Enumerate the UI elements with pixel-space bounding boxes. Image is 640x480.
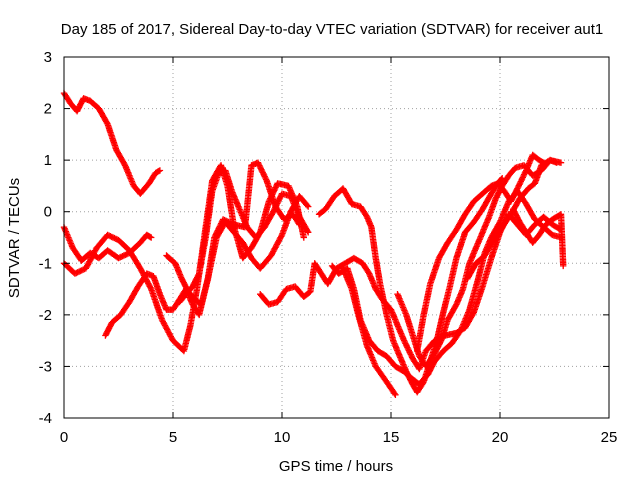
data-point: [257, 165, 264, 172]
data-point: [275, 238, 282, 245]
data-point: [215, 224, 223, 231]
y-tick-label: 1: [44, 152, 52, 169]
data-point: [255, 160, 262, 168]
y-tick-label: -3: [39, 358, 52, 375]
data-point: [195, 271, 202, 279]
y-tick-label: 2: [44, 101, 52, 118]
data-point: [304, 227, 311, 235]
x-axis-label: GPS time / hours: [279, 458, 393, 475]
data-point: [211, 234, 218, 241]
data-point: [364, 344, 371, 351]
data-point: [300, 234, 307, 241]
data-point: [261, 173, 268, 180]
data-point: [520, 171, 528, 178]
y-axis-label: SDTVAR / TECUs: [6, 178, 23, 298]
x-tick-label: 20: [492, 429, 509, 446]
data-point: [514, 185, 521, 192]
y-tick-label: -4: [39, 410, 52, 427]
plot-frame: [63, 56, 610, 419]
data-point: [402, 341, 410, 348]
data-point: [272, 184, 279, 191]
data-point: [216, 223, 223, 230]
data-point: [148, 234, 155, 241]
data-point: [519, 174, 526, 181]
y-tick-label: -1: [39, 255, 52, 272]
data-point: [270, 208, 277, 215]
data-point: [147, 284, 154, 291]
data-point: [560, 262, 567, 270]
x-tick-label: 5: [169, 429, 177, 446]
y-tick-label: 0: [44, 204, 52, 221]
series-track-13: [509, 205, 567, 270]
data-point: [516, 179, 524, 187]
data-point: [305, 229, 312, 236]
series-track-14: [176, 167, 312, 306]
data-point: [254, 159, 262, 166]
series-track-7: [315, 175, 506, 396]
series-track-12: [464, 156, 560, 282]
series-track-1: [60, 89, 164, 197]
data-point: [84, 262, 91, 269]
data-point: [465, 309, 472, 316]
data-point: [260, 170, 267, 177]
x-tick-label: 0: [60, 429, 68, 446]
chart-title: Day 185 of 2017, Sidereal Day-to-day VTE…: [61, 21, 603, 38]
data-point: [273, 201, 280, 208]
data-point: [217, 220, 225, 227]
y-tick-label: 3: [44, 49, 52, 66]
data-point: [404, 345, 412, 353]
data-point: [514, 183, 522, 191]
data-point: [161, 320, 168, 328]
data-point: [304, 202, 311, 209]
data-point: [553, 159, 560, 166]
data-point: [469, 310, 477, 317]
grid: [64, 57, 609, 418]
data-point: [517, 178, 524, 185]
data-point: [400, 337, 408, 344]
data-point: [276, 196, 283, 203]
data-point: [127, 175, 134, 182]
x-tick-label: 25: [601, 429, 618, 446]
series-track-11: [414, 151, 547, 355]
data-point: [275, 197, 282, 204]
data-point: [121, 160, 128, 168]
data-marks: [60, 89, 567, 398]
data-point: [366, 350, 374, 357]
data-point: [391, 390, 398, 397]
data-point: [407, 351, 414, 358]
axis-ticks: 0 5 10 15 20 25 -4 -3 -2 -1 0 1 2 3: [39, 49, 618, 446]
data-point: [404, 344, 411, 351]
x-tick-label: 10: [274, 429, 291, 446]
data-point: [272, 244, 279, 251]
data-point: [215, 226, 222, 233]
data-point: [89, 251, 97, 258]
data-point: [259, 169, 266, 176]
data-point: [269, 249, 276, 256]
data-point: [166, 331, 174, 339]
data-point: [392, 391, 399, 398]
data-point: [87, 257, 94, 264]
data-point: [219, 216, 227, 223]
y-tick-label: -2: [39, 307, 52, 324]
data-point: [211, 232, 219, 240]
data-point: [402, 340, 409, 347]
x-tick-label: 15: [383, 429, 400, 446]
data-point: [262, 174, 269, 182]
series-track-10: [394, 156, 565, 370]
data-point: [462, 315, 469, 322]
data-point: [278, 233, 285, 240]
data-point: [164, 326, 171, 333]
series-track-2: [60, 224, 155, 264]
data-point: [274, 200, 281, 207]
data-point: [256, 163, 264, 171]
data-point: [406, 349, 414, 357]
data-point: [518, 175, 526, 182]
data-point: [156, 167, 164, 174]
data-point: [305, 203, 312, 210]
